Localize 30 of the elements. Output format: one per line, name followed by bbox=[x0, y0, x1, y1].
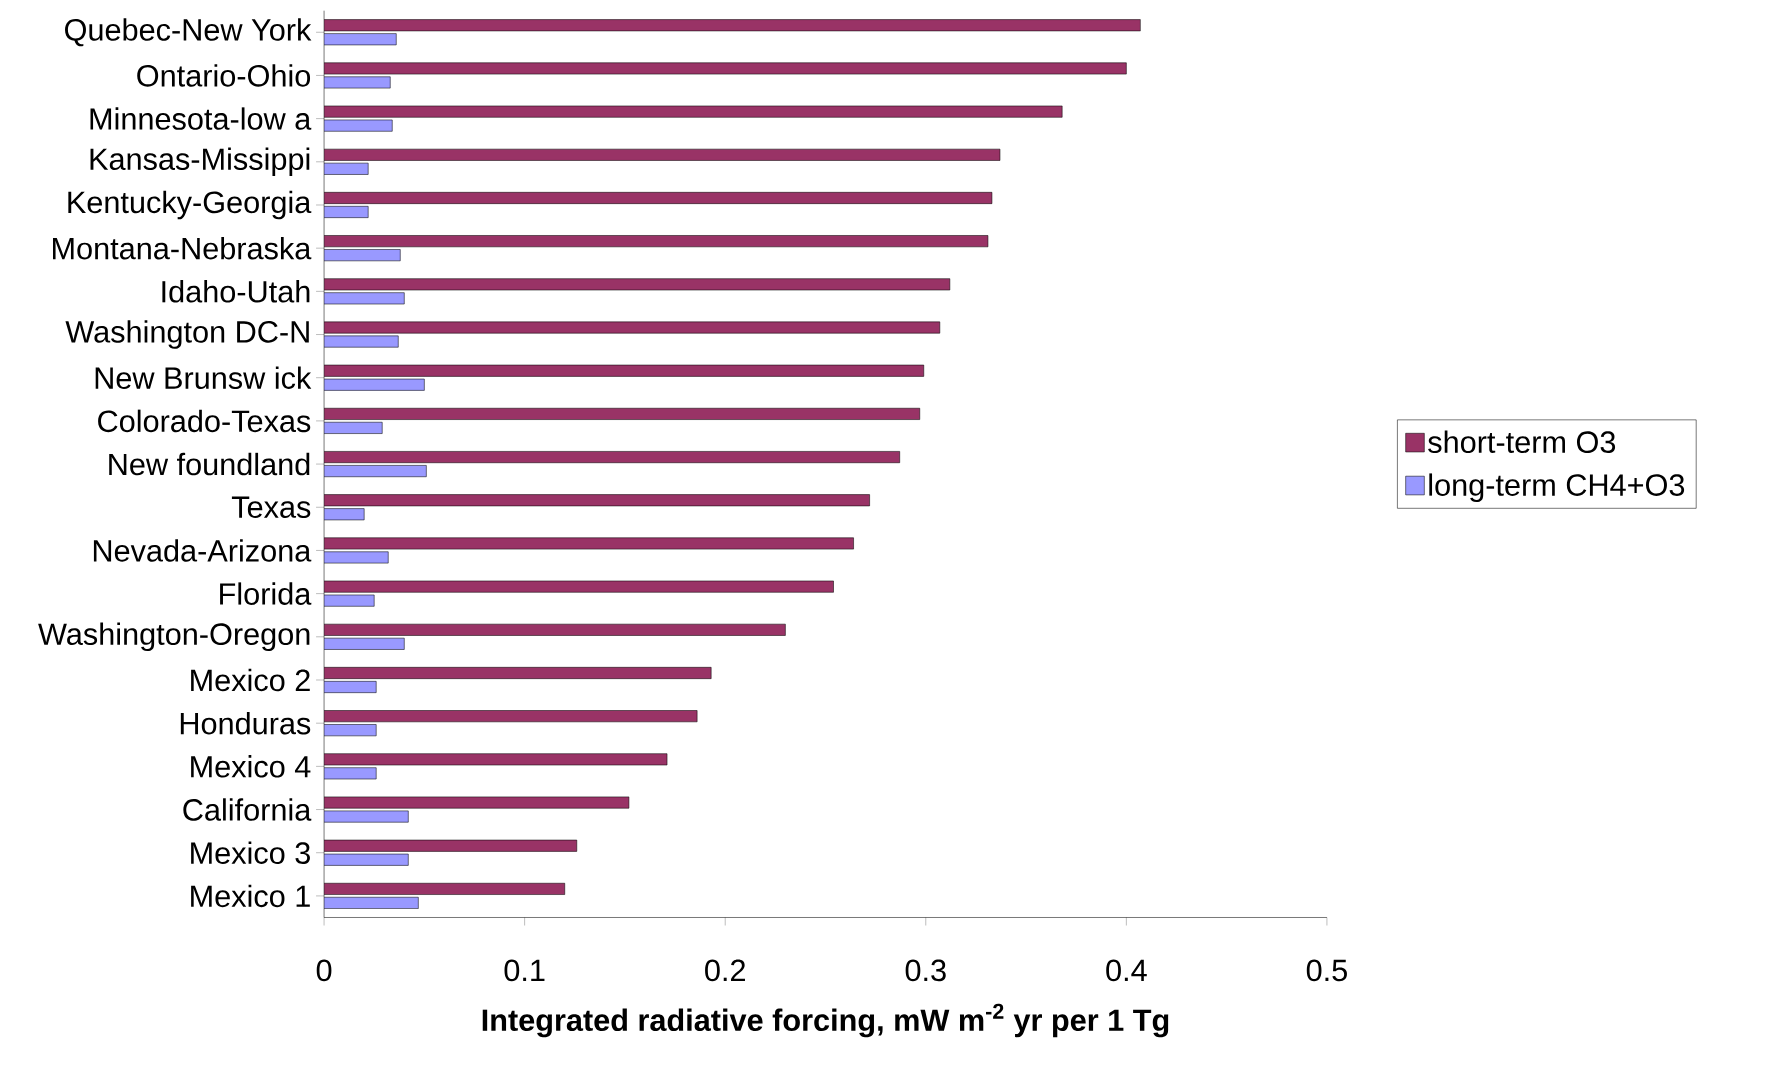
y-tick-label: New Brunsw ick bbox=[95, 366, 312, 390]
y-tick-label: Montana-Nebraska bbox=[53, 237, 312, 260]
x-tick-label: 0.3 bbox=[905, 959, 946, 982]
legend-label: short-term O3 bbox=[1428, 430, 1616, 454]
x-tick-label: 0 bbox=[316, 959, 332, 982]
y-tick-label: Quebec-New York bbox=[65, 18, 312, 47]
y-tick-label: Honduras bbox=[180, 712, 311, 735]
y-tick-label: Mexico 2 bbox=[191, 668, 310, 692]
y-tick-label: Florida bbox=[220, 582, 312, 606]
y-tick-label: Mexico 1 bbox=[191, 884, 310, 908]
y-tick-label: California bbox=[183, 798, 312, 822]
y-tick-label: Washington-Oregon bbox=[38, 622, 310, 652]
y-tick-label: Mexico 3 bbox=[191, 841, 310, 865]
y-tick-label: New foundland bbox=[109, 453, 310, 476]
y-tick-label: Kansas-Missippi bbox=[90, 147, 310, 177]
x-tick-label: 0.2 bbox=[705, 959, 745, 982]
y-tick-label: Idaho-Utah bbox=[162, 280, 310, 303]
y-tick-label: Mexico 4 bbox=[191, 755, 311, 778]
x-tick-label: 0.4 bbox=[1106, 959, 1147, 982]
y-tick-label: Washington DC-N bbox=[65, 320, 309, 350]
y-tick-label: Texas bbox=[231, 496, 311, 519]
y-tick-label: Colorado-Texas bbox=[98, 409, 311, 433]
y-tick-label: Ontario-Ohio bbox=[137, 64, 311, 87]
y-tick-label: Minnesota-low a bbox=[90, 107, 312, 131]
x-tick-label: 0.5 bbox=[1306, 959, 1347, 982]
x-axis-title: Integrated radiative forcing, mW m$^{-2}$ yr per 1 Tg bbox=[482, 1003, 1169, 1038]
y-tick-label: Nevada-Arizona bbox=[93, 539, 312, 562]
y-tick-label: Kentucky-Georgia bbox=[68, 190, 312, 220]
x-tick-label: 0.1 bbox=[504, 959, 545, 982]
legend-label: long-term CH4+O3 bbox=[1429, 473, 1685, 503]
